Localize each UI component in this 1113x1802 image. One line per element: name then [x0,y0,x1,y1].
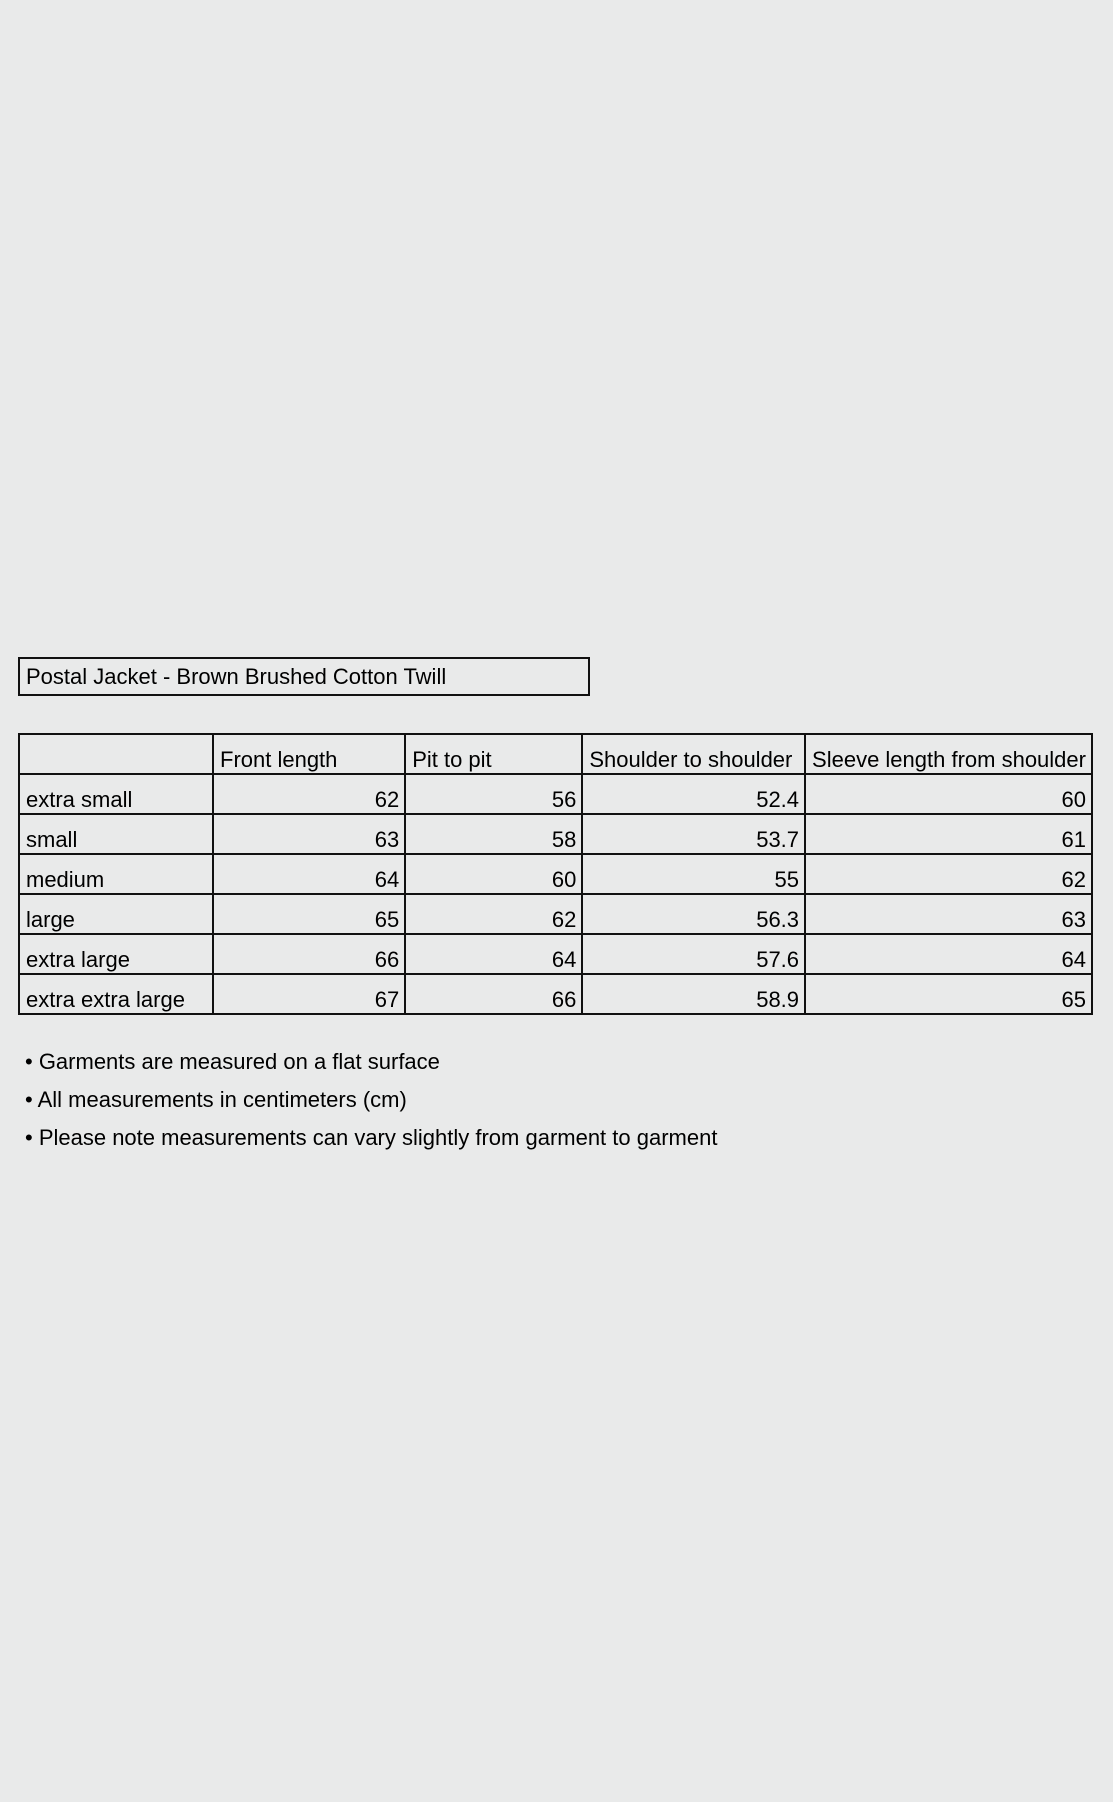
column-header: Sleeve length from shoulder [804,733,1093,775]
column-header: Front length [211,733,407,775]
measurement-cell: 62 [804,853,1093,895]
product-title: Postal Jacket - Brown Brushed Cotton Twi… [18,657,590,696]
measurement-cell: 66 [404,973,584,1015]
measurement-cell: 64 [211,853,407,895]
size-label: large [18,893,214,935]
measurement-cell: 62 [404,893,584,935]
size-label: extra large [18,933,214,975]
size-label: medium [18,853,214,895]
measurement-cell: 66 [211,933,407,975]
measurement-cell: 60 [404,853,584,895]
measurement-notes: • Garments are measured on a flat surfac… [25,1043,717,1157]
table-row: extra small 62 56 52.4 60 [18,773,1093,815]
table-row: medium 64 60 55 62 [18,853,1093,895]
measurement-cell: 56 [404,773,584,815]
measurement-cell: 63 [211,813,407,855]
measurement-cell: 58.9 [581,973,807,1015]
measurement-cell: 60 [804,773,1093,815]
measurement-cell: 62 [211,773,407,815]
measurement-cell: 52.4 [581,773,807,815]
measurement-cell: 67 [211,973,407,1015]
size-label: extra extra large [18,973,214,1015]
measurement-cell: 61 [804,813,1093,855]
size-label: extra small [18,773,214,815]
size-label: small [18,813,214,855]
column-header [18,733,214,775]
measurement-cell: 63 [804,893,1093,935]
table-row: extra large 66 64 57.6 64 [18,933,1093,975]
measurement-cell: 64 [404,933,584,975]
measurement-cell: 64 [804,933,1093,975]
measurement-cell: 53.7 [581,813,807,855]
note: • Garments are measured on a flat surfac… [25,1049,440,1074]
measurement-cell: 65 [804,973,1093,1015]
table-row: large 65 62 56.3 63 [18,893,1093,935]
measurement-cell: 58 [404,813,584,855]
table-row: extra extra large 67 66 58.9 65 [18,973,1093,1015]
measurement-cell: 57.6 [581,933,807,975]
size-chart-table: Front length Pit to pit Shoulder to should… [18,733,1093,1015]
table-row: small 63 58 53.7 61 [18,813,1093,855]
measurement-cell: 56.3 [581,893,807,935]
column-header: Pit to pit [404,733,584,775]
header-row: Front length Pit to pit Shoulder to should… [18,733,1093,775]
note: • All measurements in centimeters (cm) [25,1087,407,1112]
measurement-cell: 65 [211,893,407,935]
note: • Please note measurements can vary slig… [25,1125,718,1150]
column-header: Shoulder to shoulder [581,733,807,775]
measurement-cell: 55 [581,853,807,895]
